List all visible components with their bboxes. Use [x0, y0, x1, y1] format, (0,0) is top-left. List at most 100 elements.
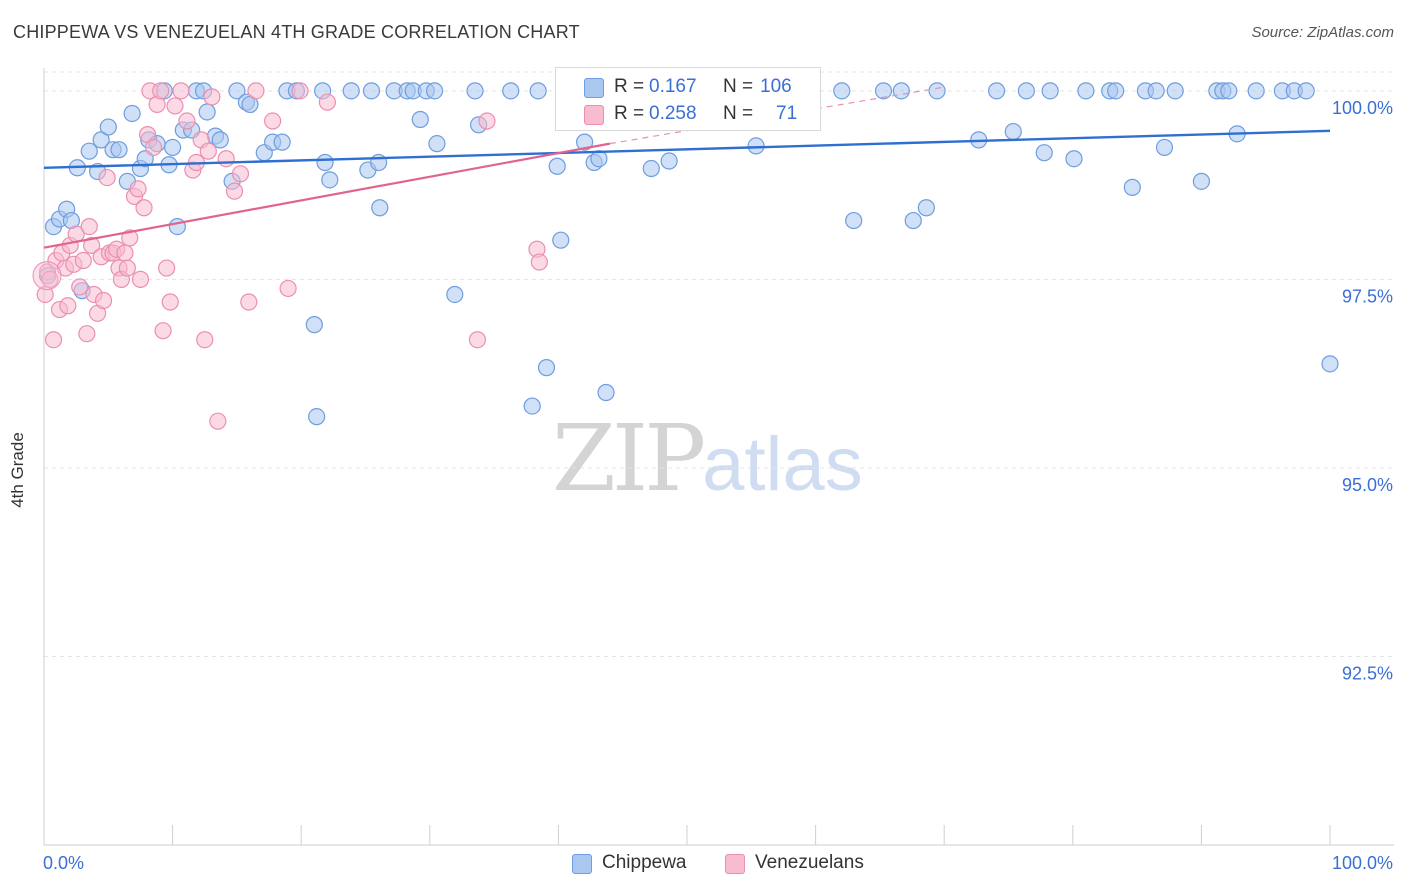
chippewa-point-61	[529, 82, 547, 100]
chippewa-point-90	[1035, 144, 1053, 162]
r-label: R =	[614, 76, 645, 97]
chart-title: CHIPPEWA VS VENEZUELAN 4TH GRADE CORRELA…	[13, 22, 580, 42]
chippewa-point-31	[228, 82, 246, 100]
chippewa-point-12	[110, 141, 128, 159]
chippewa-point-85	[928, 82, 946, 100]
venezuelans-point-42	[166, 97, 184, 115]
venezuelans-point-13	[74, 251, 92, 270]
venezuelans-point-62	[478, 112, 496, 130]
x-tick-label-1: 100.0%	[1332, 853, 1393, 873]
venezuelans-point-3	[44, 331, 63, 349]
chippewa-point-36	[273, 133, 291, 151]
chippewa-point-56	[446, 285, 464, 304]
chippewa-point-87	[987, 82, 1006, 100]
y-tick-label-0: 92.5%	[1342, 663, 1393, 683]
venezuelans-point-14	[78, 325, 96, 343]
legend-label-chippewa: Chippewa	[602, 852, 687, 873]
venezuelans-point-64	[530, 253, 548, 271]
watermark: ZIPatlas	[552, 405, 863, 512]
chippewa-point-7	[80, 142, 98, 160]
chippewa-point-76	[747, 137, 765, 155]
y-tick-label-2: 97.5%	[1342, 286, 1393, 306]
chippewa-point-79	[833, 82, 851, 100]
venezuelans-point-40	[158, 259, 176, 277]
chippewa-point-29	[211, 131, 229, 149]
watermark-atlas: atlas	[702, 422, 863, 507]
watermark-zip: ZIP	[552, 405, 706, 512]
chippewa-point-109	[1297, 82, 1315, 100]
venezuelans-point-21	[98, 168, 116, 187]
chippewa-point-106	[1247, 82, 1265, 100]
venezuelans-point-56	[247, 82, 265, 100]
venezuelans-point-12	[71, 278, 89, 296]
chippewa-point-81	[874, 82, 893, 100]
r-value-chippewa: 0.167	[649, 76, 697, 97]
source-label: Source: ZipAtlas.com	[1251, 24, 1394, 41]
venezuelans-point-29	[121, 229, 139, 247]
chippewa-point-44	[342, 82, 360, 100]
x-tick-label-0: 0.0%	[43, 853, 84, 873]
venezuelans-point-cluster	[32, 261, 62, 291]
chippewa-point-39	[305, 316, 323, 334]
r-label: R =	[614, 103, 645, 124]
venezuelans-point-57	[264, 112, 282, 130]
chippewa-point-14	[123, 104, 141, 123]
chippewa-point-43	[321, 171, 339, 189]
venezuelans-point-54	[231, 165, 250, 183]
n-value-chippewa: 106	[760, 76, 792, 97]
venezuelans-legend-swatch	[725, 854, 745, 874]
chippewa-point-96	[1123, 178, 1141, 196]
n-label: N =	[723, 76, 754, 97]
chippewa-point-40	[308, 408, 326, 426]
chippewa-point-66	[575, 133, 594, 151]
venezuelans-point-32	[131, 270, 150, 288]
venezuelans-point-20	[94, 291, 113, 310]
venezuelans-point-2	[41, 270, 59, 288]
chippewa-point-52	[411, 110, 429, 129]
chippewa-point-59	[502, 82, 520, 100]
chippewa-point-92	[1065, 150, 1083, 168]
y-tick-label-3: 100.0%	[1332, 98, 1393, 118]
venezuelans-point-43	[172, 82, 190, 100]
venezuelans-point-50	[203, 88, 221, 106]
venezuelans-point-33	[135, 199, 153, 217]
venezuelans-point-27	[116, 244, 134, 262]
chippewa-swatch	[584, 78, 604, 98]
chippewa-point-69	[597, 383, 615, 402]
chippewa-point-98	[1147, 82, 1165, 100]
venezuelans-point-39	[154, 322, 172, 340]
chippewa-point-64	[552, 231, 570, 249]
chippewa-point-95	[1107, 82, 1125, 100]
n-value-venezuelans: 71	[776, 103, 798, 124]
venezuelans-point-55	[240, 293, 258, 311]
venezuelans-point-61	[468, 331, 487, 349]
venezuelans-point-8	[59, 297, 77, 315]
chippewa-point-82	[892, 82, 910, 100]
venezuelans-point-60	[318, 93, 336, 111]
venezuelans-point-41	[161, 293, 179, 311]
chippewa-point-21	[164, 138, 182, 157]
chippewa-point-100	[1166, 82, 1184, 100]
venezuelans-point-48	[196, 331, 214, 349]
chippewa-point-57	[466, 82, 484, 100]
chippewa-point-91	[1041, 82, 1059, 100]
chippewa-point-93	[1077, 82, 1095, 100]
chippewa-point-46	[362, 82, 381, 100]
chippewa-point-88	[1004, 122, 1022, 141]
venezuelans-trend-line	[43, 142, 611, 249]
venezuelans-point-15	[80, 218, 98, 236]
chippewa-point-27	[198, 103, 216, 121]
chippewa-point-62	[537, 359, 556, 377]
chippewa-point-42	[316, 153, 334, 172]
chippewa-point-10	[99, 118, 117, 136]
chippewa-point-74	[660, 152, 678, 170]
legend-label-venezuelans: Venezuelans	[755, 852, 864, 873]
venezuelans-point-16	[83, 236, 101, 255]
chippewa-point-63	[548, 157, 566, 175]
chippewa-point-60	[523, 397, 541, 415]
venezuelans-point-52	[217, 150, 235, 168]
y-axis-label: 4th Grade	[8, 432, 27, 508]
venezuelans-point-49	[199, 142, 217, 160]
venezuelans-point-31	[129, 180, 147, 198]
